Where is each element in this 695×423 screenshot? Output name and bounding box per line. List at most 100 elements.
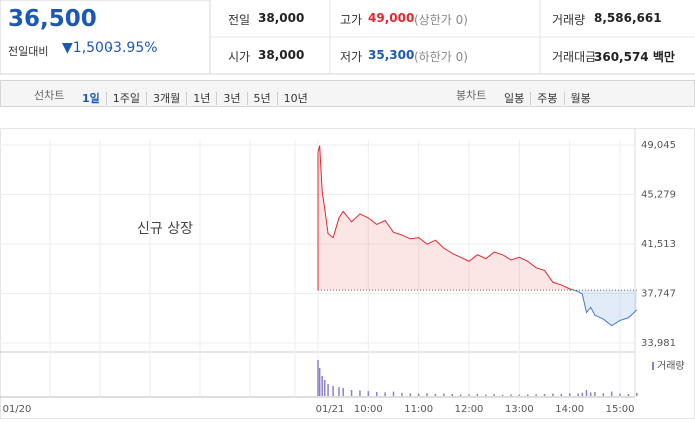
- label: 저가: [340, 50, 363, 64]
- volume-bar: [401, 392, 403, 396]
- volume-bar: [350, 390, 353, 396]
- price-line-down: [317, 290, 638, 327]
- volume-bar: [602, 393, 605, 396]
- volume-bar: [560, 393, 563, 396]
- x-tick-label: 14:00: [555, 404, 584, 415]
- legend-swatch: [652, 362, 654, 370]
- x-tick-label: 11:00: [404, 404, 433, 415]
- label: 거래대금: [552, 50, 597, 64]
- change-rate: -3.95%: [108, 40, 158, 56]
- value: 49,000: [368, 11, 415, 25]
- volume-bar: [594, 392, 596, 396]
- volume-bar: [338, 387, 340, 396]
- toolbar-label: 봉차트: [456, 89, 487, 102]
- volume-bar: [323, 380, 326, 396]
- tab-group: 일봉 주봉 월봉: [498, 87, 597, 106]
- area-down: [318, 290, 637, 326]
- volume-bar: [518, 394, 521, 396]
- volume-bar: [501, 394, 504, 396]
- toolbar-label: 선차트: [34, 89, 65, 102]
- value: 35,300: [368, 48, 415, 62]
- volume-bar: [610, 391, 613, 396]
- volume-bar: [585, 390, 588, 396]
- volume-bar: [459, 394, 462, 396]
- x-tick-label: 13:00: [505, 404, 534, 415]
- volume-bar: [581, 392, 584, 396]
- volume-bar: [321, 376, 323, 396]
- volume-bar: [426, 393, 428, 396]
- tab-group: 1일 1주일 3개월 1년 3년 5년 10년: [76, 87, 314, 106]
- volume-bar: [342, 388, 344, 396]
- change-label: 전일대비: [8, 45, 49, 58]
- tab[interactable]: 월봉: [563, 92, 597, 105]
- tab[interactable]: 3개월: [146, 92, 187, 105]
- volume-bar: [577, 393, 579, 396]
- y-tick-label: 33,981: [641, 338, 676, 349]
- volume-bar: [317, 360, 319, 396]
- y-tick-label: 41,513: [641, 239, 676, 250]
- volume-bar: [451, 394, 453, 396]
- tab[interactable]: 3년: [216, 92, 247, 105]
- value: 360,574 백만: [594, 50, 675, 64]
- volume-bar: [468, 394, 470, 396]
- volume-bar: [568, 393, 571, 396]
- price-line: [317, 145, 576, 291]
- area-up: [318, 145, 574, 291]
- tab[interactable]: 1년: [186, 92, 217, 105]
- limit: (하한가 0): [414, 50, 468, 64]
- volume-bar: [392, 391, 395, 396]
- label: 시가: [228, 50, 251, 64]
- change-value: 1,500: [72, 40, 113, 56]
- value: 8,586,661: [594, 11, 662, 25]
- volume-bar: [543, 394, 546, 396]
- label: 고가: [340, 13, 363, 27]
- prev-day-grid: [49, 140, 296, 397]
- volume-bar: [384, 392, 386, 396]
- volume-bar: [409, 393, 412, 396]
- price-box: [0, 0, 211, 75]
- volume-bar: [332, 386, 334, 396]
- volume-bar: [589, 392, 592, 396]
- x-tick-label: 15:00: [606, 404, 635, 415]
- volume-bar: [318, 368, 321, 396]
- x-tick-label: 12:00: [455, 404, 484, 415]
- volume-bar: [443, 393, 445, 396]
- tab[interactable]: 1일: [82, 92, 100, 105]
- volume-bar: [417, 393, 420, 396]
- volume-bar: [434, 394, 437, 396]
- volume-bar: [527, 394, 529, 396]
- tab[interactable]: 1주일: [105, 92, 147, 105]
- value: 38,000: [258, 48, 305, 62]
- volume-bar: [327, 384, 329, 396]
- x-tick-label: 01/21: [316, 404, 345, 415]
- annotation: 신규 상장: [137, 221, 193, 237]
- volume-bar: [627, 394, 630, 396]
- tab[interactable]: 10년: [276, 92, 314, 105]
- volume-bar: [375, 392, 378, 396]
- y-tick-label: 49,045: [641, 140, 676, 151]
- tab[interactable]: 주봉: [530, 92, 564, 105]
- volume-bar: [619, 393, 621, 396]
- volume-bar: [535, 394, 537, 396]
- label: 전일: [228, 13, 251, 27]
- value: 38,000: [258, 11, 305, 25]
- volume-bar: [367, 391, 370, 396]
- volume-bar: [510, 394, 512, 396]
- legend-label: 거래량: [657, 360, 685, 372]
- volume-bar: [359, 390, 361, 396]
- x-tick-label: 10:00: [354, 404, 383, 415]
- limit: (상한가 0): [414, 13, 468, 27]
- price: 36,500: [8, 6, 97, 32]
- volume-bar: [485, 394, 487, 396]
- label: 거래량: [552, 13, 586, 27]
- tab[interactable]: 5년: [246, 92, 277, 105]
- volume-bar: [636, 392, 638, 396]
- volume-bar: [552, 393, 554, 396]
- change: ▼1,500: [62, 40, 113, 56]
- y-tick-label: 37,747: [641, 289, 676, 300]
- volume-bar: [493, 394, 495, 396]
- volume-bar: [476, 394, 479, 396]
- y-tick-label: 45,279: [641, 190, 676, 201]
- tab[interactable]: 일봉: [504, 92, 525, 105]
